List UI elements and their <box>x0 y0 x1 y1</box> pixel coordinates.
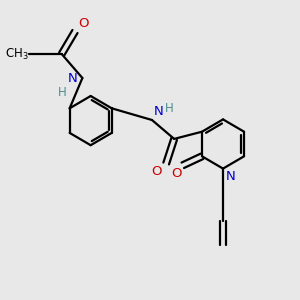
Text: CH$_3$: CH$_3$ <box>5 46 29 62</box>
Text: N: N <box>153 105 163 118</box>
Text: H: H <box>58 85 66 98</box>
Text: O: O <box>78 17 88 30</box>
Text: H: H <box>165 102 174 115</box>
Text: N: N <box>67 71 77 85</box>
Text: N: N <box>226 170 236 183</box>
Text: O: O <box>171 167 181 180</box>
Text: O: O <box>151 165 162 178</box>
